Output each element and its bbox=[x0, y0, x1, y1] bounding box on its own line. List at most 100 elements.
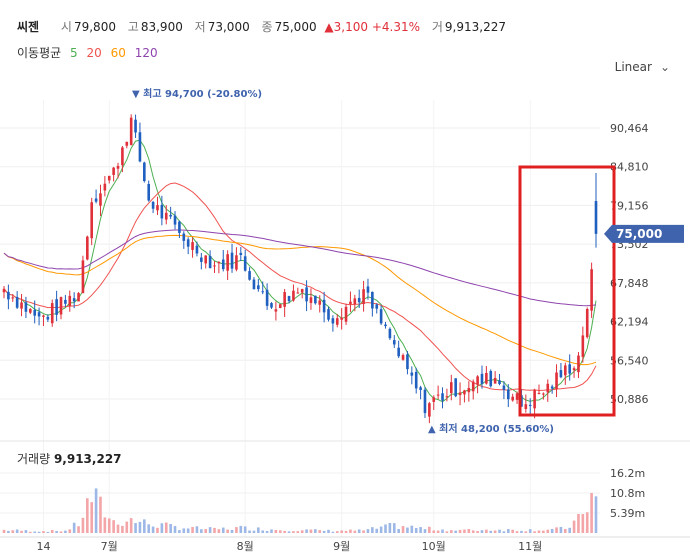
candle-body[interactable] bbox=[524, 404, 528, 409]
candle-body[interactable] bbox=[322, 299, 326, 313]
volume-bar[interactable] bbox=[283, 530, 286, 533]
candle-body[interactable] bbox=[287, 296, 291, 302]
volume-bar[interactable] bbox=[366, 529, 370, 533]
candle-body[interactable] bbox=[278, 304, 282, 308]
volume-bar[interactable] bbox=[594, 496, 598, 533]
candle-body[interactable] bbox=[235, 255, 238, 270]
volume-bar[interactable] bbox=[46, 531, 50, 533]
candle-body[interactable] bbox=[147, 183, 151, 201]
ma20-legend[interactable]: 20 bbox=[86, 46, 102, 60]
volume-bar[interactable] bbox=[112, 520, 115, 533]
volume-bar[interactable] bbox=[230, 529, 234, 533]
candle-body[interactable] bbox=[485, 372, 488, 384]
volume-bar[interactable] bbox=[186, 528, 190, 533]
volume-bar[interactable] bbox=[20, 530, 23, 533]
candle-body[interactable] bbox=[29, 308, 32, 313]
volume-bar[interactable] bbox=[344, 530, 348, 533]
volume-bar[interactable] bbox=[178, 530, 181, 533]
volume-bar[interactable] bbox=[261, 530, 265, 533]
volume-bar[interactable] bbox=[68, 529, 72, 533]
volume-bar[interactable] bbox=[156, 527, 159, 533]
candle-body[interactable] bbox=[572, 368, 576, 371]
candle-body[interactable] bbox=[37, 312, 41, 317]
volume-bar[interactable] bbox=[107, 518, 111, 533]
candle-body[interactable] bbox=[169, 214, 172, 217]
volume-bar[interactable] bbox=[388, 522, 392, 533]
candle-body[interactable] bbox=[502, 385, 506, 390]
candle-body[interactable] bbox=[59, 297, 63, 315]
volume-bar[interactable] bbox=[563, 528, 567, 533]
candle-body[interactable] bbox=[406, 354, 409, 370]
candle-body[interactable] bbox=[314, 295, 317, 304]
volume-bar[interactable] bbox=[252, 530, 256, 533]
volume-bar[interactable] bbox=[147, 524, 151, 533]
candle-body[interactable] bbox=[480, 373, 484, 384]
volume-bar[interactable] bbox=[151, 526, 155, 533]
candle-body[interactable] bbox=[292, 290, 295, 301]
volume-bar[interactable] bbox=[353, 530, 357, 533]
candle-body[interactable] bbox=[24, 302, 28, 312]
candle-body[interactable] bbox=[515, 393, 519, 400]
candle-body[interactable] bbox=[226, 254, 229, 271]
candle-body[interactable] bbox=[143, 162, 146, 182]
candle-body[interactable] bbox=[493, 377, 497, 384]
volume-bar[interactable] bbox=[81, 517, 85, 533]
candle-body[interactable] bbox=[55, 299, 58, 315]
volume-bar[interactable] bbox=[217, 529, 221, 533]
candle-body[interactable] bbox=[498, 380, 501, 384]
candle-body[interactable] bbox=[191, 242, 194, 250]
volume-bar[interactable] bbox=[265, 530, 269, 533]
volume-bar[interactable] bbox=[550, 528, 554, 533]
candle-body[interactable] bbox=[375, 304, 379, 309]
volume-bar[interactable] bbox=[173, 526, 177, 533]
ma120-legend[interactable]: 120 bbox=[134, 46, 158, 60]
candle-body[interactable] bbox=[436, 394, 440, 396]
candle-body[interactable] bbox=[563, 365, 567, 376]
volume-bar[interactable] bbox=[274, 529, 278, 533]
volume-bar[interactable] bbox=[243, 526, 247, 533]
candle-body[interactable] bbox=[423, 389, 427, 414]
volume-bar[interactable] bbox=[72, 522, 76, 533]
volume-bar[interactable] bbox=[568, 527, 571, 533]
candle-body[interactable] bbox=[46, 316, 50, 320]
candle-body[interactable] bbox=[15, 296, 19, 308]
candle-body[interactable] bbox=[384, 324, 387, 327]
candle-body[interactable] bbox=[581, 335, 585, 357]
volume-bar[interactable] bbox=[349, 529, 352, 533]
candle-body[interactable] bbox=[81, 260, 85, 294]
candle-body[interactable] bbox=[458, 392, 462, 396]
volume-bar[interactable] bbox=[103, 517, 107, 533]
volume-bar[interactable] bbox=[331, 531, 335, 533]
volume-bar[interactable] bbox=[50, 530, 54, 533]
volume-bar[interactable] bbox=[454, 530, 457, 533]
candle-body[interactable] bbox=[208, 255, 212, 269]
volume-bar[interactable] bbox=[335, 531, 339, 533]
volume-bar[interactable] bbox=[572, 520, 576, 533]
volume-bar[interactable] bbox=[410, 525, 414, 533]
volume-bar[interactable] bbox=[384, 524, 387, 533]
volume-bar[interactable] bbox=[401, 526, 405, 533]
candle-body[interactable] bbox=[353, 298, 357, 305]
candle-body[interactable] bbox=[296, 292, 300, 294]
volume-bar[interactable] bbox=[467, 529, 471, 533]
volume-bar[interactable] bbox=[287, 531, 291, 533]
volume-bar[interactable] bbox=[515, 531, 519, 533]
candle-body[interactable] bbox=[33, 309, 37, 316]
candle-body[interactable] bbox=[471, 381, 475, 392]
volume-bar[interactable] bbox=[436, 530, 440, 533]
volume-bar[interactable] bbox=[94, 488, 98, 533]
volume-bar[interactable] bbox=[160, 523, 164, 533]
volume-bar[interactable] bbox=[300, 530, 304, 533]
volume-bar[interactable] bbox=[392, 523, 396, 533]
candle-body[interactable] bbox=[555, 372, 558, 390]
candle-body[interactable] bbox=[90, 202, 94, 239]
volume-bar[interactable] bbox=[458, 529, 462, 533]
volume-bar[interactable] bbox=[428, 526, 431, 533]
volume-bar[interactable] bbox=[169, 524, 172, 533]
candle-body[interactable] bbox=[265, 289, 269, 306]
volume-bar[interactable] bbox=[226, 529, 229, 533]
candle-body[interactable] bbox=[362, 289, 365, 304]
volume-bar[interactable] bbox=[37, 531, 41, 533]
candle-body[interactable] bbox=[217, 261, 221, 264]
